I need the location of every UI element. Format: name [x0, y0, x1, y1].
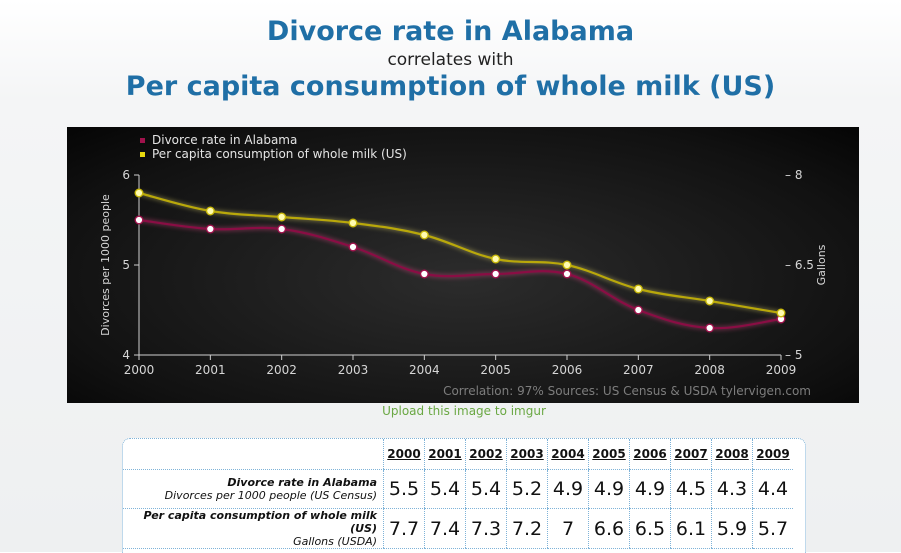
row-title: Per capita consumption of whole milk (US…: [143, 509, 377, 535]
data-point: [419, 269, 429, 279]
y2-tick-label: – 5: [785, 348, 802, 362]
data-point: [491, 254, 501, 264]
x-tick-label: 2009: [766, 363, 797, 377]
legend-swatch: [140, 138, 145, 143]
series-line-glow: [138, 218, 782, 331]
table-cell: 4.9: [547, 469, 589, 509]
table-year-header: 2002: [465, 439, 507, 470]
table-cell: 5.4: [424, 469, 466, 509]
table-cell: 5.9: [711, 508, 753, 549]
table-cell: 6.1: [670, 508, 712, 549]
legend-entry: Per capita consumption of whole milk (US…: [152, 147, 407, 161]
y2-tick-label: – 6.5: [785, 258, 814, 272]
table-cell: 5.7: [752, 508, 793, 549]
x-tick-label: 2002: [266, 363, 297, 377]
table-cell: 4.9: [629, 469, 671, 509]
data-point: [277, 212, 287, 222]
x-tick-label: 2006: [552, 363, 583, 377]
data-point: [562, 260, 572, 270]
data-point: [277, 224, 287, 234]
table-row-label: Divorce rate in Alabama Divorces per 1000…: [123, 469, 384, 509]
table-row-label: Per capita consumption of whole milk (US…: [123, 508, 384, 549]
y-tick-label: 5: [122, 258, 130, 272]
data-point: [776, 308, 786, 318]
y2-axis-label: Gallons: [815, 244, 828, 285]
table-cell: 6.5: [629, 508, 671, 549]
data-point: [705, 296, 715, 306]
y2-tick-label: – 8: [785, 168, 802, 182]
table-cell: 4.4: [752, 469, 793, 509]
table-cell: 4.9: [588, 469, 630, 509]
table-cell: 6.6: [588, 508, 630, 549]
table-year-header: 2001: [424, 439, 466, 470]
data-point: [205, 224, 215, 234]
data-point: [134, 188, 144, 198]
series-line-glow: [138, 191, 782, 315]
table-cell: 7.7: [383, 508, 425, 549]
data-point: [348, 218, 358, 228]
table-year-header: 2000: [383, 439, 425, 470]
table-year-header: 2003: [506, 439, 548, 470]
row-subtitle: Divorces per 1000 people (US Census): [164, 489, 377, 502]
row-subtitle: Gallons (USDA): [293, 535, 377, 548]
table-header-row: 2000 2001 2002 2003 2004 2005 2006 2007 2008 2009: [123, 439, 793, 470]
data-point: [633, 284, 643, 294]
table-cell: 5.2: [506, 469, 548, 509]
x-tick-label: 2005: [480, 363, 511, 377]
table-cell: 5.4: [465, 469, 507, 509]
table-year-header: 2008: [711, 439, 753, 470]
page-subtitle: correlates with: [387, 50, 514, 70]
data-point: [348, 242, 358, 252]
x-tick-label: 2008: [694, 363, 725, 377]
table-year-header: 2009: [752, 439, 793, 470]
page-title-secondary: Per capita consumption of whole milk (US…: [125, 71, 776, 102]
data-point: [633, 305, 643, 315]
data-point: [134, 215, 144, 225]
x-tick-label: 2004: [409, 363, 440, 377]
table-cell: 7.2: [506, 508, 548, 549]
table-cell: 7.4: [424, 508, 466, 549]
legend-entry: Divorce rate in Alabama: [152, 133, 297, 147]
data-point: [705, 323, 715, 333]
x-tick-label: 2007: [623, 363, 654, 377]
table-cell: 7.3: [465, 508, 507, 549]
table-cell: 5.5: [383, 469, 425, 509]
data-point: [491, 269, 501, 279]
data-table: 2000 2001 2002 2003 2004 2005 2006 2007 2008 2009…: [122, 438, 806, 553]
table-cell: 7: [547, 508, 589, 549]
y-tick-label: 4: [122, 348, 130, 362]
data-point: [562, 269, 572, 279]
y-tick-label: 6: [122, 168, 130, 182]
x-tick-label: 2001: [195, 363, 226, 377]
table-cell: 4.5: [670, 469, 712, 509]
table-year-header: 2005: [588, 439, 630, 470]
table-cell: 4.3: [711, 469, 753, 509]
data-point: [205, 206, 215, 216]
chart-panel: 2000 2001 2002 2003 2004 2005 2006 2007 2008 2009…: [67, 127, 859, 403]
table-corner: [123, 439, 384, 470]
page-title: Divorce rate in Alabama: [266, 16, 635, 47]
line-chart: 2000 2001 2002 2003 2004 2005 2006 2007 2008 2009…: [99, 133, 828, 398]
table-year-header: 2007: [670, 439, 712, 470]
table-year-header: 2006: [629, 439, 671, 470]
series-line: [138, 218, 782, 330]
table-row: Per capita consumption of whole milk (US…: [123, 508, 793, 549]
x-tick-label: 2003: [338, 363, 369, 377]
legend-swatch: [140, 152, 145, 157]
upload-imgur-link[interactable]: Upload this image to imgur: [382, 404, 546, 418]
table-year-header: 2004: [547, 439, 589, 470]
chart-footer: Correlation: 97% Sources: US Census & US…: [443, 384, 811, 398]
table-row: Divorce rate in Alabama Divorces per 1000…: [123, 469, 793, 509]
series-line: [138, 191, 782, 315]
row-title: Divorce rate in Alabama: [227, 476, 377, 489]
x-tick-label: 2000: [124, 363, 155, 377]
data-point: [419, 230, 429, 240]
y-axis-label: Divorces per 1000 people: [99, 194, 112, 336]
